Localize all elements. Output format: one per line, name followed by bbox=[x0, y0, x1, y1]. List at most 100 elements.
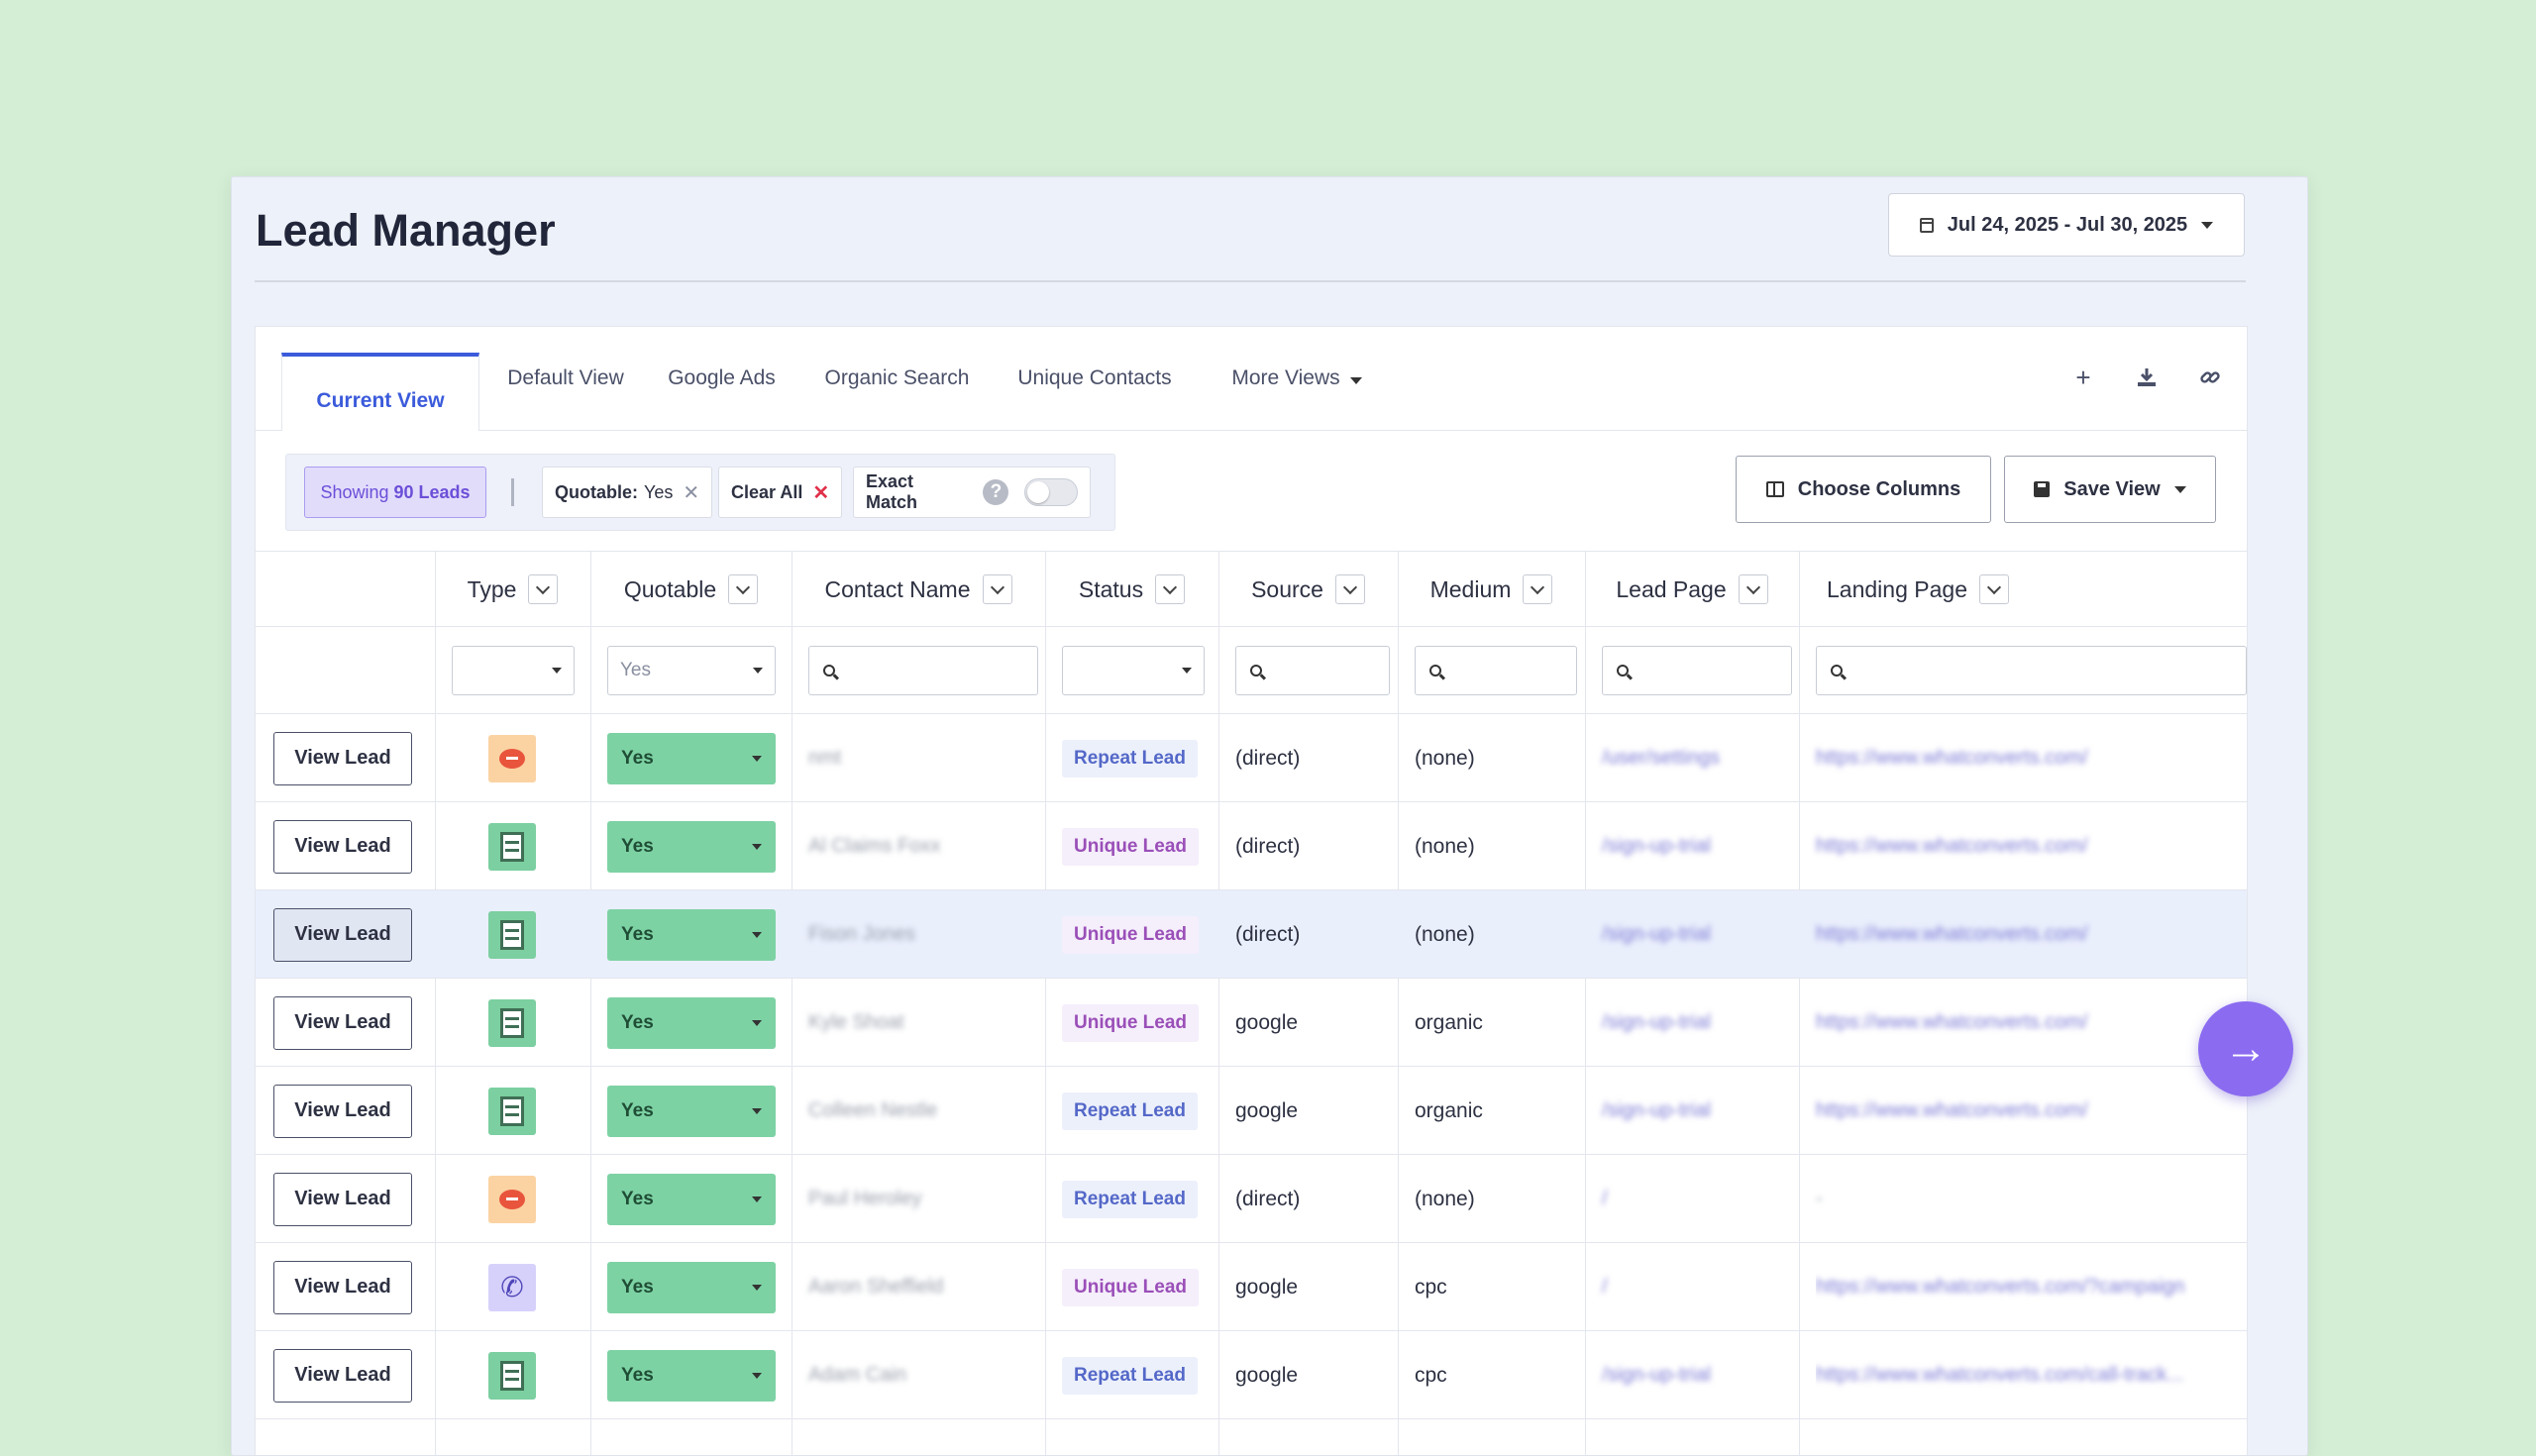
type-filter-select[interactable] bbox=[452, 646, 575, 695]
table-row[interactable]: View Lead ✆ Yes Aaron Sheffield Unique L… bbox=[256, 1242, 2247, 1331]
chevron-down-icon[interactable] bbox=[528, 574, 559, 604]
table-row[interactable]: View Lead Yes Adam Cain Repeat Lead goog… bbox=[256, 1330, 2247, 1419]
download-icon[interactable] bbox=[2130, 361, 2164, 394]
lead-page-link[interactable]: /sign-up-trial bbox=[1602, 1099, 1712, 1121]
contact-name-search-input[interactable] bbox=[808, 646, 1038, 695]
lead-page-search-input[interactable] bbox=[1602, 646, 1792, 695]
clear-all-icon[interactable]: ✕ bbox=[812, 481, 830, 504]
chevron-down-icon[interactable] bbox=[982, 574, 1012, 604]
medium-cell: organic bbox=[1415, 1067, 1483, 1155]
landing-page-cell: https://www.whatconverts.com/call-track.… bbox=[1816, 1331, 2247, 1419]
table-row[interactable]: View Lead Yes Paul Heroley Repeat Lead (… bbox=[256, 1154, 2247, 1243]
lead-page-link[interactable]: /sign-up-trial bbox=[1602, 1011, 1712, 1033]
quotable-select[interactable]: Yes bbox=[607, 908, 776, 961]
source-search-input[interactable] bbox=[1235, 646, 1390, 695]
landing-page-link[interactable]: https://www.whatconverts.com/ bbox=[1816, 835, 2088, 857]
caret-down-icon bbox=[752, 1107, 762, 1114]
quotable-filter-chip[interactable]: Quotable: Yes ✕ bbox=[542, 467, 713, 518]
caret-down-icon bbox=[752, 1196, 762, 1202]
plus-icon[interactable]: + bbox=[2075, 362, 2091, 392]
chevron-down-icon[interactable] bbox=[728, 574, 759, 604]
chevron-down-icon[interactable] bbox=[1334, 574, 1365, 604]
tab-more-views[interactable]: More Views bbox=[1203, 327, 1391, 430]
view-lead-button[interactable]: View Lead bbox=[273, 1084, 412, 1138]
clear-all-chip[interactable]: Clear All ✕ bbox=[718, 467, 843, 518]
source-filter-cell bbox=[1235, 627, 1390, 714]
landing-page-cell: https://www.whatconverts.com/ bbox=[1816, 1067, 2088, 1155]
status-badge: Repeat Lead bbox=[1062, 1092, 1198, 1130]
quotable-select[interactable]: Yes bbox=[607, 996, 776, 1049]
tab-current-view[interactable]: Current View bbox=[281, 353, 479, 431]
quotable-select[interactable]: Yes bbox=[607, 1085, 776, 1137]
header-contact-name[interactable]: Contact Name bbox=[792, 552, 1045, 627]
table-row[interactable]: View Lead Yes Kyle Shoat Unique Lead goo… bbox=[256, 978, 2247, 1067]
header-medium[interactable]: Medium bbox=[1398, 552, 1585, 627]
quotable-select[interactable]: Yes bbox=[607, 820, 776, 873]
lead-page-link[interactable]: / bbox=[1602, 1188, 1608, 1209]
next-arrow-button[interactable]: → bbox=[2198, 1001, 2293, 1096]
header-status[interactable]: Status bbox=[1045, 552, 1218, 627]
view-lead-button[interactable]: View Lead bbox=[273, 1260, 412, 1314]
table-row[interactable]: View Lead Yes nmt Repeat Lead (direct) (… bbox=[256, 713, 2247, 802]
lead-page-link[interactable]: /sign-up-trial bbox=[1602, 923, 1712, 945]
landing-page-link[interactable]: https://www.whatconverts.com/ bbox=[1816, 923, 2088, 945]
landing-page-link[interactable]: https://www.whatconverts.com/call-track.… bbox=[1816, 1364, 2184, 1386]
table-row[interactable]: View Lead Yes Colleen Nestle Repeat Lead… bbox=[256, 1066, 2247, 1155]
link-icon[interactable] bbox=[2193, 361, 2227, 394]
quotable-select[interactable]: Yes bbox=[607, 1349, 776, 1402]
remove-filter-icon[interactable]: ✕ bbox=[683, 481, 700, 504]
quotable-select[interactable]: Yes bbox=[607, 732, 776, 784]
choose-columns-button[interactable]: Choose Columns bbox=[1736, 456, 1991, 523]
search-icon bbox=[1429, 665, 1441, 676]
chevron-down-icon[interactable] bbox=[1155, 574, 1186, 604]
lead-page-link[interactable]: /sign-up-trial bbox=[1602, 1364, 1712, 1386]
save-view-button[interactable]: Save View bbox=[2004, 456, 2216, 523]
chevron-down-icon[interactable] bbox=[1523, 574, 1553, 604]
header-quotable[interactable]: Quotable bbox=[590, 552, 792, 627]
lead-page-link[interactable]: / bbox=[1602, 1276, 1608, 1298]
header-type[interactable]: Type bbox=[435, 552, 590, 627]
status-filter-select[interactable] bbox=[1062, 646, 1205, 695]
tab-organic-search[interactable]: Organic Search bbox=[824, 366, 970, 389]
view-lead-button[interactable]: View Lead bbox=[273, 907, 412, 962]
header-lead-page[interactable]: Lead Page bbox=[1585, 552, 1799, 627]
view-lead-button[interactable]: View Lead bbox=[273, 731, 412, 785]
view-lead-button[interactable]: View Lead bbox=[273, 1172, 412, 1226]
help-icon[interactable]: ? bbox=[983, 479, 1009, 505]
lead-page-link[interactable]: /sign-up-trial bbox=[1602, 835, 1712, 857]
chevron-down-icon[interactable] bbox=[1738, 574, 1768, 604]
save-view-label: Save View bbox=[2063, 477, 2161, 500]
view-lead-button[interactable]: View Lead bbox=[273, 995, 412, 1050]
medium-search-input[interactable] bbox=[1415, 646, 1577, 695]
landing-page-link[interactable]: https://www.whatconverts.com/ bbox=[1816, 1011, 2088, 1033]
header-source[interactable]: Source bbox=[1218, 552, 1398, 627]
filter-separator bbox=[511, 478, 514, 506]
date-range-picker[interactable]: Jul 24, 2025 - Jul 30, 2025 bbox=[1888, 193, 2245, 257]
tab-unique-contacts[interactable]: Unique Contacts bbox=[1017, 366, 1172, 389]
view-lead-button[interactable]: View Lead bbox=[273, 1348, 412, 1403]
chevron-down-icon[interactable] bbox=[1978, 574, 2009, 604]
landing-page-search-input[interactable] bbox=[1816, 646, 2247, 695]
table-row[interactable]: View Lead Yes Al Claims Foxx Unique Lead… bbox=[256, 801, 2247, 890]
landing-page-link[interactable]: https://www.whatconverts.com/ bbox=[1816, 747, 2088, 769]
header-landing-page[interactable]: Landing Page bbox=[1799, 552, 2037, 627]
lead-page-link[interactable]: /user/settings bbox=[1602, 747, 1720, 769]
landing-page-link[interactable]: https://www.whatconverts.com/?campaign bbox=[1816, 1276, 2185, 1298]
view-lead-button[interactable]: View Lead bbox=[273, 819, 412, 874]
quotable-filter-select[interactable]: Yes bbox=[607, 646, 776, 695]
form-icon bbox=[488, 910, 536, 959]
tab-google-ads[interactable]: Google Ads bbox=[668, 366, 776, 389]
tab-default-view[interactable]: Default View bbox=[507, 366, 624, 389]
header-label: Source bbox=[1251, 575, 1323, 602]
exact-match-toggle[interactable] bbox=[1024, 478, 1078, 506]
table-row[interactable]: View Lead Yes Fison Jones Unique Lead (d… bbox=[256, 889, 2247, 979]
caret-down-icon bbox=[2173, 485, 2186, 493]
quotable-select[interactable]: Yes bbox=[607, 1261, 776, 1313]
view-lead-cell: View Lead bbox=[273, 714, 412, 802]
medium-value: (none) bbox=[1415, 922, 1475, 946]
quotable-value: Yes bbox=[621, 1364, 654, 1386]
quotable-cell: Yes bbox=[607, 1067, 776, 1155]
landing-page-link[interactable]: https://www.whatconverts.com/ bbox=[1816, 1099, 2088, 1121]
quotable-cell: Yes bbox=[607, 802, 776, 890]
quotable-select[interactable]: Yes bbox=[607, 1173, 776, 1225]
